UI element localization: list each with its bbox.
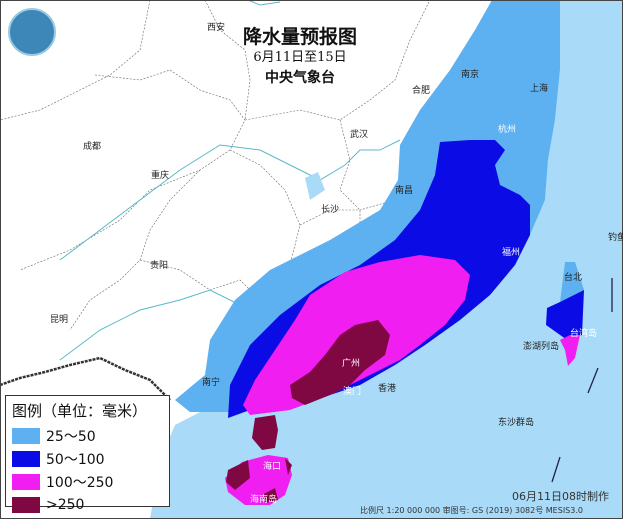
city-label: 海南岛 (250, 495, 278, 505)
lake (305, 172, 325, 200)
taiwan-zone-50-100 (546, 290, 584, 342)
city-label: 澎湖列岛 (523, 342, 560, 352)
legend-swatch (12, 450, 40, 467)
production-time: 06月11日08时制作 (512, 490, 609, 503)
city-label: 武汉 (350, 130, 369, 140)
city-label: 福州 (502, 248, 521, 258)
leizhou-zone-over-250 (252, 415, 278, 450)
province-borders (0, 0, 431, 331)
legend-swatch (12, 427, 40, 444)
legend-label: >250 (46, 496, 85, 513)
city-label: 贵阳 (150, 261, 169, 271)
legend-item: >250 (12, 493, 169, 516)
city-label: 成都 (83, 142, 102, 152)
legend-label: 100～250 (46, 474, 114, 491)
city-label: 澳门 (343, 387, 362, 397)
legend: 图例（单位：毫米） 25～50 50～100 100～250 >250 (5, 395, 170, 513)
legend-label: 50～100 (46, 451, 105, 468)
legend-item: 100～250 (12, 470, 169, 493)
city-label: 合肥 (412, 86, 431, 96)
city-label: 西安 (207, 23, 226, 33)
sea (150, 0, 623, 519)
city-label: 重庆 (151, 171, 170, 181)
city-label: 海口 (263, 462, 282, 472)
legend-swatch (12, 496, 40, 513)
legend-item: 50～100 (12, 447, 169, 470)
legend-title: 图例（单位：毫米） (12, 402, 148, 420)
city-label: 钓鱼 (608, 233, 623, 243)
city-label: 广州 (342, 359, 361, 369)
cma-logo (8, 8, 56, 56)
city-label: 南昌 (395, 186, 414, 196)
issuer: 中央气象台 (265, 70, 335, 86)
city-label: 上海 (530, 84, 549, 94)
date-range: 6月11日至15日 (253, 50, 347, 65)
city-label: 台北 (564, 273, 583, 283)
city-label: 南宁 (202, 378, 221, 388)
hainan-zone-over-250 (226, 458, 292, 503)
city-label: 香港 (378, 384, 397, 394)
maritime-boundary-lines (551, 278, 613, 483)
scale-and-approval: 比例尺 1:20 000 000 审图号: GS (2019) 3082号 ME… (360, 506, 583, 515)
taiwan-zone-25-50 (560, 262, 584, 302)
city-label: 东沙群岛 (498, 418, 535, 428)
map-title: 降水量预报图 (242, 26, 357, 48)
city-label: 杭州 (498, 125, 517, 135)
city-label: 台湾岛 (570, 329, 598, 339)
legend-swatch (12, 473, 40, 490)
city-label: 昆明 (50, 315, 69, 325)
legend-label: 25～50 (46, 428, 96, 445)
city-label: 南京 (461, 70, 480, 80)
rain-zone-over-250 (290, 320, 390, 405)
legend-item: 25～50 (12, 424, 169, 447)
city-label: 长沙 (321, 205, 340, 215)
taiwan-zone-100-250 (560, 335, 580, 366)
national-border (0, 356, 171, 401)
